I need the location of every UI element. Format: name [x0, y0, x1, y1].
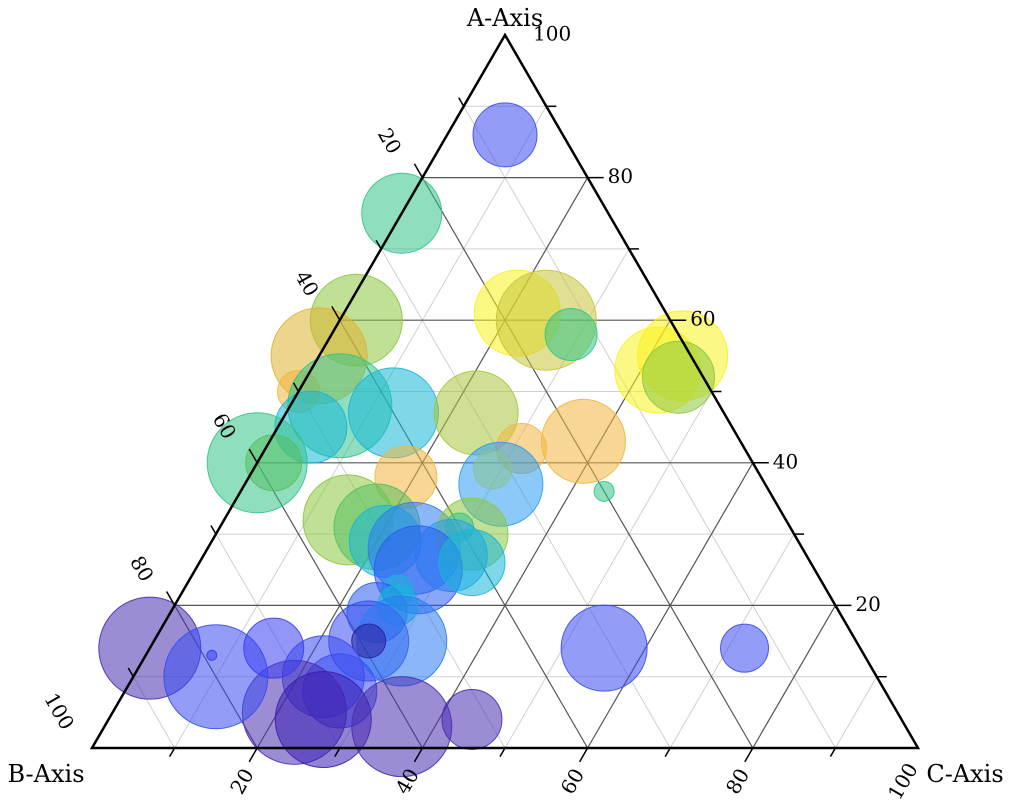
c-axis-tick	[168, 747, 176, 758]
bubble-point	[351, 623, 387, 659]
a-axis-tick-label: 40	[773, 449, 798, 473]
bubble-point	[351, 676, 453, 778]
c-axis-tick	[499, 747, 506, 758]
c-axis-tick	[334, 747, 341, 758]
minor-gridline	[463, 106, 836, 749]
minor-gridline	[504, 391, 712, 749]
bubble-point	[441, 688, 503, 750]
b-axis-title: B-Axis	[7, 760, 84, 788]
a-axis-tick-label: 80	[608, 164, 633, 188]
a-axis-tick-label: 100	[533, 22, 571, 46]
bubble-point	[560, 604, 648, 692]
c-axis-tick-label: 60	[556, 764, 590, 798]
major-gridline	[587, 462, 754, 749]
b-axis-tick	[248, 448, 258, 464]
a-axis-tick-label: 60	[690, 307, 715, 331]
b-axis-tick-label: 80	[125, 552, 159, 586]
bubble-point	[472, 102, 538, 168]
c-axis-tick-label: 100	[883, 759, 923, 804]
b-axis-tick	[127, 667, 134, 678]
b-axis-tick	[458, 97, 465, 107]
bubble-point	[438, 529, 506, 597]
c-axis-tick-label: 20	[225, 764, 259, 798]
a-axis-title: A-Axis	[466, 4, 543, 32]
a-axis-tick-label: 20	[855, 592, 880, 616]
minor-gridline	[834, 676, 878, 749]
c-axis-tick-label: 80	[721, 764, 755, 798]
c-axis-tick	[578, 747, 589, 763]
bubble-series	[98, 102, 770, 778]
bubble-point	[206, 649, 218, 661]
c-axis-tick	[413, 747, 424, 763]
bubble-point	[540, 398, 626, 484]
c-axis-tick	[664, 747, 671, 758]
b-axis-tick	[331, 305, 341, 321]
b-axis-tick	[210, 525, 217, 535]
b-axis-tick-label: 100	[39, 689, 79, 734]
c-axis-tick	[829, 747, 837, 758]
major-gridline	[752, 605, 836, 749]
b-axis-tick	[375, 239, 382, 250]
c-axis-tick	[248, 747, 258, 763]
c-axis-tick	[744, 747, 754, 763]
bubble-point	[245, 434, 303, 492]
b-axis-tick	[292, 382, 300, 392]
bubble-point	[720, 623, 770, 673]
b-axis-tick-label: 20	[373, 124, 407, 158]
bubble-point	[544, 307, 598, 361]
bubble-point	[347, 367, 439, 459]
bubble-point	[243, 617, 305, 679]
b-axis-tick	[165, 591, 176, 606]
tick-marks	[127, 97, 887, 763]
bubble-point	[641, 340, 715, 414]
c-axis-title: C-Axis	[926, 760, 1003, 788]
b-axis-tick	[413, 163, 424, 178]
bubble-point	[593, 480, 615, 502]
